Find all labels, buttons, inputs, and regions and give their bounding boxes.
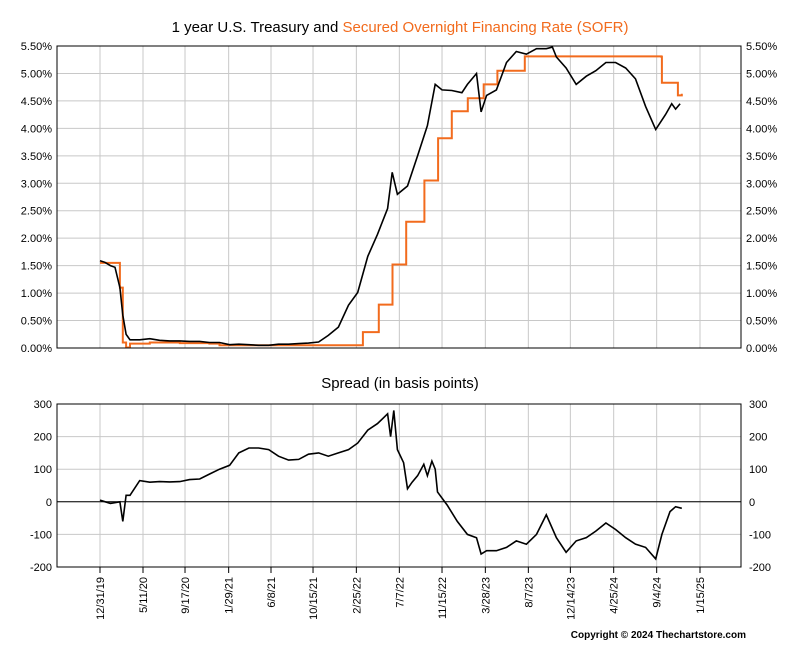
spread-chart-title: Spread (in basis points) [321, 375, 479, 392]
spread-y-tick-label-left: 200 [34, 432, 52, 444]
top-title-part-treasury: 1 year U.S. Treasury and [172, 19, 343, 36]
top-chart-panel: 0.00% 0.00% 0.50% 0.50% 1.00% 1.00% 1.50% 1.50%… [21, 41, 778, 355]
spread-series-line [99, 410, 682, 561]
top-y-tick-label-left: 1.00% [21, 288, 52, 300]
top-y-tick-label-left: 3.50% [21, 151, 52, 163]
spread-y-tick-label-right: -100 [749, 529, 771, 541]
top-chart-frame [56, 45, 742, 349]
spread-y-tick-label-left: -100 [30, 529, 52, 541]
top-y-tick-label-right: 5.50% [746, 41, 777, 53]
top-y-tick-label-right: 0.00% [746, 343, 777, 355]
top-y-tick-label-left: 2.00% [21, 233, 52, 245]
top-y-tick-label-right: 5.00% [746, 68, 777, 80]
spread-y-tick-label-right: 100 [749, 464, 767, 476]
top-y-tick-label-right: 1.50% [746, 261, 777, 273]
treasury-series-line [99, 46, 681, 347]
spread-y-tick-label-left: -200 [30, 562, 52, 574]
x-tick-label: 2/25/22 [351, 577, 363, 614]
top-y-tick-label-left: 4.50% [21, 96, 52, 108]
x-tick-label: 3/28/23 [480, 577, 492, 614]
top-y-tick-label-left: 5.50% [21, 41, 52, 53]
x-tick-label: 7/7/22 [394, 577, 406, 608]
x-tick-label: 1/29/21 [224, 577, 236, 614]
top-y-tick-label-left: 2.50% [21, 206, 52, 218]
top-y-tick-label-right: 3.00% [746, 178, 777, 190]
spread-y-tick-label-right: 200 [749, 432, 767, 444]
x-tick-label: 11/15/22 [437, 577, 449, 619]
x-tick-label: 1/15/25 [695, 577, 707, 614]
x-tick-label: 12/31/19 [95, 577, 107, 620]
spread-y-tick-label-right: -200 [749, 562, 771, 574]
top-y-tick-label-right: 4.50% [746, 96, 777, 108]
top-y-tick-label-left: 0.50% [21, 316, 52, 328]
top-y-tick-label-right: 2.50% [746, 206, 777, 218]
top-y-tick-label-left: 5.00% [21, 68, 52, 80]
x-tick-label: 6/8/21 [266, 577, 278, 608]
x-tick-label: 5/11/20 [138, 577, 150, 613]
top-y-tick-label-left: 1.50% [21, 261, 52, 273]
spread-chart-x-ticks: 12/31/19 5/11/20 9/17/20 1/29/21 6/8/21 10/15… [95, 567, 707, 620]
top-y-tick-label-left: 4.00% [21, 123, 52, 135]
x-tick-label: 4/25/24 [609, 577, 621, 614]
spread-chart-y-ticks: -200 -200 -100 -100 0 0 100 100 200 200 300 300 [30, 399, 771, 574]
top-y-tick-label-right: 2.00% [746, 233, 777, 245]
top-y-tick-label-right: 1.00% [746, 288, 777, 300]
copyright-text: Copyright © 2024 Thechartstore.com [571, 630, 746, 641]
top-y-tick-label-right: 3.50% [746, 151, 777, 163]
spread-y-tick-label-left: 300 [34, 399, 52, 411]
spread-chart-panel: -200 -200 -100 -100 0 0 100 100 200 200 300 300 12/… [30, 399, 771, 620]
x-tick-label: 10/15/21 [308, 577, 320, 620]
x-tick-label: 12/14/23 [565, 577, 577, 620]
top-y-tick-label-right: 0.50% [746, 316, 777, 328]
spread-y-tick-label-left: 0 [46, 497, 52, 509]
top-y-tick-label-left: 3.00% [21, 178, 52, 190]
sofr-series-line [100, 55, 683, 349]
top-y-tick-label-right: 4.00% [746, 123, 777, 135]
spread-y-tick-label-left: 100 [34, 464, 52, 476]
x-tick-label: 8/7/23 [523, 577, 535, 608]
top-chart-y-ticks: 0.00% 0.00% 0.50% 0.50% 1.00% 1.00% 1.50% 1.50%… [21, 41, 778, 355]
top-chart-title: 1 year U.S. Treasury and Secured Overnig… [172, 19, 629, 36]
spread-y-tick-label-right: 300 [749, 399, 767, 411]
spread-y-tick-label-right: 0 [749, 497, 755, 509]
x-tick-label: 9/4/24 [652, 577, 664, 608]
top-y-tick-label-left: 0.00% [21, 343, 52, 355]
top-title-part-sofr: Secured Overnight Financing Rate (SOFR) [342, 19, 628, 36]
top-chart-grid [57, 45, 741, 349]
x-tick-label: 9/17/20 [180, 577, 192, 614]
